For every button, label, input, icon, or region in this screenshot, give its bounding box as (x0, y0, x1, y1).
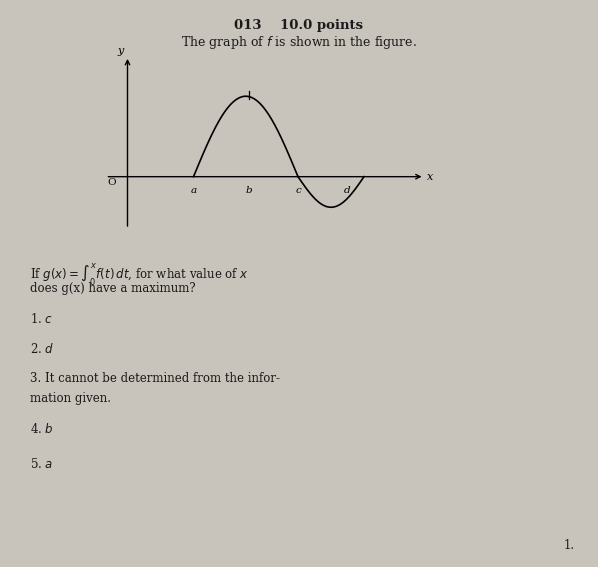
Text: mation given.: mation given. (30, 392, 111, 405)
Text: c: c (295, 187, 301, 195)
Text: 4. $b$: 4. $b$ (30, 422, 54, 436)
Text: 5. $a$: 5. $a$ (30, 457, 53, 471)
Text: The graph of $f$ is shown in the figure.: The graph of $f$ is shown in the figure. (181, 34, 417, 51)
Text: y: y (118, 46, 124, 56)
Text: 3. It cannot be determined from the infor-: 3. It cannot be determined from the info… (30, 372, 280, 385)
Text: 1.: 1. (564, 539, 575, 552)
Text: does g(x) have a maximum?: does g(x) have a maximum? (30, 282, 196, 295)
Text: 2. $d$: 2. $d$ (30, 342, 54, 356)
Text: O: O (108, 178, 117, 187)
Text: d: d (344, 187, 351, 195)
Text: 013    10.0 points: 013 10.0 points (234, 19, 364, 32)
Text: x: x (427, 172, 434, 181)
Text: b: b (245, 187, 252, 195)
Text: If $g(x) = \int_0^x f(t)\, dt$, for what value of $x$: If $g(x) = \int_0^x f(t)\, dt$, for what… (30, 262, 249, 288)
Text: 1. $c$: 1. $c$ (30, 312, 53, 326)
Text: a: a (190, 187, 197, 195)
